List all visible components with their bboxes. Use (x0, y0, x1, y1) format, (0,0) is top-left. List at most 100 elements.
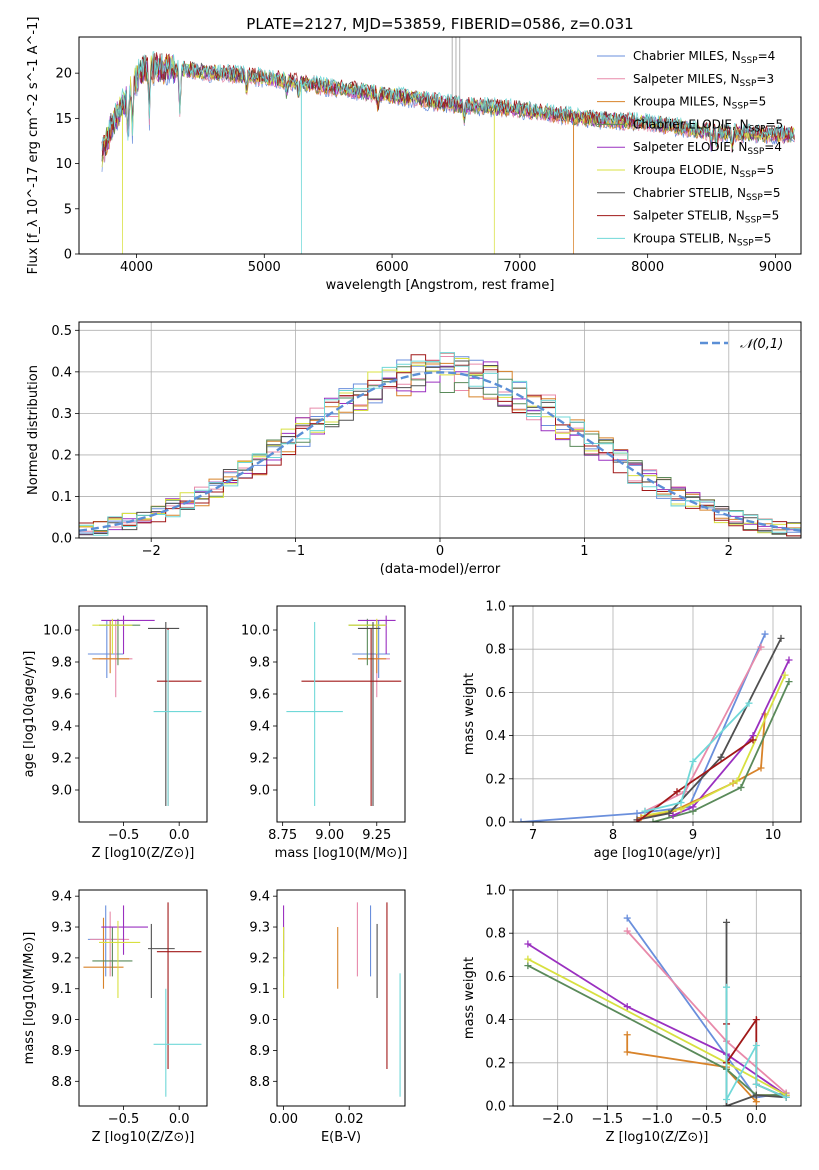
weight-line (520, 633, 766, 822)
y-tick-label: 0.0 (485, 816, 506, 831)
weight-marker (665, 809, 673, 817)
age-vs-Z-errorbars (87, 615, 202, 806)
legend-label: Chabrier STELIB, NSSP=5 (633, 186, 781, 203)
y-tick-label: 8.8 (249, 1075, 270, 1090)
y-tick-label: 9.2 (51, 752, 72, 767)
y-tick-label: 0.2 (485, 772, 506, 787)
y-tick-label: 1.0 (485, 884, 506, 899)
y-tick-label: 0.6 (485, 970, 506, 985)
y-tick-label: 10.0 (43, 624, 72, 639)
y-tick-label: 0.6 (485, 686, 506, 701)
y-tick-label: 9.0 (249, 784, 270, 799)
y-tick-label: 8.8 (51, 1075, 72, 1090)
x-axis-label: mass [log10(M/M⊙)] (275, 846, 408, 861)
y-tick-label: 9.2 (249, 951, 270, 966)
x-tick-label: 0.00 (269, 1112, 298, 1127)
y-tick-label: 0.4 (485, 729, 506, 744)
x-tick-label: 0.0 (746, 1112, 767, 1127)
x-tick-label: −1.5 (592, 1112, 624, 1127)
y-axis-label: mass weight (462, 957, 477, 1039)
x-tick-label: 9.25 (362, 828, 391, 843)
weight-marker (745, 699, 753, 707)
axes-frame (78, 605, 208, 823)
y-tick-label: 20 (55, 67, 72, 82)
x-tick-label: 9.00 (315, 828, 344, 843)
x-tick-label: 7000 (503, 260, 536, 275)
weight-marker (623, 914, 631, 922)
x-tick-label: 4000 (120, 260, 153, 275)
y-tick-label: 1.0 (485, 600, 506, 615)
weight-marker (723, 918, 731, 926)
y-tick-label: 0.0 (51, 532, 72, 547)
y-tick-label: 9.0 (51, 1013, 72, 1028)
y-tick-label: 8.9 (51, 1044, 72, 1059)
y-tick-label: 9.4 (51, 720, 72, 735)
weight-line (640, 713, 766, 819)
mass-weight-vs-age-axes: 7 8 9 10 0.0 0.2 0.4 0.6 0.8 1.0 age [log10(age/yr… (462, 600, 801, 861)
axes-frame (276, 889, 406, 1107)
legend-label: Kroupa MILES, NSSP=5 (633, 95, 766, 112)
age-vs-Z-axes: −0.5 0.0 9.0 9.2 9.4 9.6 9.8 10.0 Z [log10(Z/Z⊙)… (22, 624, 194, 862)
mass-vs-Z-axes: −0.5 0.0 8.8 8.9 9.0 9.1 9.2 9.3 9.4 Z [log10(Z/Z… (22, 890, 194, 1145)
weight-marker (717, 753, 725, 761)
legend-label: Kroupa ELODIE, NSSP=5 (633, 163, 774, 180)
x-tick-label: 9 (689, 828, 697, 843)
weight-marker (781, 671, 789, 679)
legend-label: Chabrier ELODIE, NSSP=5 (633, 117, 783, 134)
y-tick-label: 15 (55, 112, 72, 127)
y-tick-label: 0.2 (485, 1056, 506, 1071)
x-tick-label: −2.0 (542, 1112, 574, 1127)
x-tick-label: 9000 (759, 260, 792, 275)
y-tick-label: 0.4 (485, 1013, 506, 1028)
mass-weight-vs-Z-series (524, 914, 790, 1106)
x-tick-label: 8.75 (268, 828, 297, 843)
histogram-steps (79, 352, 801, 537)
weight-line (672, 659, 790, 817)
y-tick-label: 5 (64, 202, 72, 217)
weight-marker (623, 927, 631, 935)
y-tick-label: 8.9 (249, 1044, 270, 1059)
weight-marker (757, 764, 765, 772)
weight-marker (623, 1031, 631, 1039)
y-tick-label: 0.3 (51, 407, 72, 422)
x-tick-label: −1 (286, 544, 305, 559)
y-axis-label: Flux [f_λ 10^-17 erg cm^-2 s^-1 A^-1] (26, 17, 41, 275)
weight-marker (677, 799, 685, 807)
weight-marker (752, 1042, 760, 1050)
residuals-axes: −2 −1 0 1 2 0.0 0.1 0.2 0.3 0.4 0.5 (data-model)/er… (26, 322, 801, 577)
y-tick-label: 0.8 (485, 643, 506, 658)
weight-marker (633, 809, 641, 817)
x-tick-label: 5000 (248, 260, 281, 275)
weight-marker (777, 634, 785, 642)
histogram-series (79, 352, 801, 536)
legend-label: Salpeter ELODIE, NSSP=4 (633, 140, 782, 157)
x-tick-label: 7 (529, 828, 537, 843)
y-tick-label: 0 (64, 248, 72, 263)
weight-line (644, 646, 762, 813)
y-axis-label: Normed distribution (26, 365, 41, 495)
x-tick-label: −0.5 (691, 1112, 723, 1127)
axes-frame (512, 889, 802, 1107)
spectrum-series (101, 53, 795, 254)
legend-label: Kroupa STELIB, NSSP=5 (633, 231, 771, 248)
weight-marker (733, 777, 741, 785)
weight-marker (524, 940, 532, 948)
weight-marker (677, 805, 685, 813)
y-tick-label: 9.4 (249, 890, 270, 905)
weight-marker (752, 1091, 760, 1099)
weight-marker (752, 1080, 760, 1088)
legend-label: Salpeter STELIB, NSSP=5 (633, 209, 779, 226)
weight-marker (689, 803, 697, 811)
weight-marker (689, 758, 697, 766)
axes-frame (276, 605, 406, 823)
weight-marker (633, 818, 641, 822)
weight-marker (641, 807, 649, 815)
y-tick-label: 9.0 (249, 1013, 270, 1028)
axes-frame (78, 889, 208, 1107)
y-tick-label: 0.1 (51, 490, 72, 505)
weight-marker (723, 1102, 731, 1106)
weight-marker (785, 678, 793, 686)
y-tick-label: 9.6 (51, 688, 72, 703)
y-tick-label: 9.2 (249, 752, 270, 767)
x-tick-label: 0 (436, 544, 444, 559)
